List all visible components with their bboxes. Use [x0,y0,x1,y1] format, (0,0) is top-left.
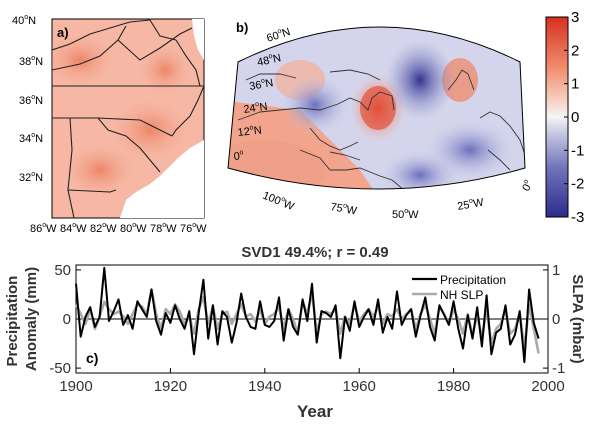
lon-label-76: 76oW [180,222,207,235]
lon-label-80: 80oW [120,222,147,235]
lon-label-84: 84oW [60,222,87,235]
y-right-axis-label: SLPA (mbar) [569,274,586,363]
x-tick-label: 1960 [343,378,376,395]
colorbar-tick-label: -2 [571,176,584,193]
lat-label-12: 12oN [237,124,262,139]
lon-label-100: 100oW [261,189,297,214]
y-right-tick-labels: 1 0 -1 [543,262,565,377]
colorbar-tick-label: 1 [571,76,579,93]
legend-label-precipitation: Precipitation [440,273,506,287]
y-left-axis-label-line2: Anomaly (mm) [23,267,40,371]
panel-b-label: b) [236,20,248,35]
chart-title: SVD1 49.4%; r = 0.49 [241,244,388,261]
panel-a-lon-labels: 86oW 84oW 82oW 80oW 78oW 76oW [30,222,207,235]
lon-label-86: 86oW [30,222,57,235]
x-tick-label: 1900 [59,378,92,395]
lat-label-36: 36oN [248,76,274,93]
series-precipitation [75,266,540,364]
legend: Precipitation NH SLP [412,273,506,302]
panel-a-anomaly-field [52,19,204,218]
panel-c-label: c) [86,350,98,366]
panel-b-coastlines [237,69,525,189]
y-left-tick-labels: 50 0 -50 [49,262,81,377]
colorbar-tick-label: 2 [571,42,579,59]
legend-label-nh-slp: NH SLP [440,288,483,302]
lat-label-48: 48oN [256,51,282,69]
panel-a-label: a) [57,25,69,40]
x-tick-label: 1980 [437,378,470,395]
panel-a-state-boundaries [52,19,204,218]
lon-label-50: 50oW [392,208,419,221]
lat-label-34: 34oN [19,132,43,145]
x-tick-label: 1940 [248,378,281,395]
y-left-tick-label: 50 [54,262,71,279]
y-left-axis-label-line1: Precipitation [4,276,21,367]
lat-label-36: 36oN [19,94,43,107]
colorbar-tick-label: -1 [571,142,584,159]
lon-label-75: 75oW [329,200,358,218]
lat-label-0: 0o [233,149,244,163]
y-left-tick-label: -50 [49,360,71,377]
colorbar-tick-label: 3 [571,9,579,26]
panel-b-frame [227,26,526,190]
lon-label-0: 0o [519,178,535,193]
panel-a-map: a) 40oN 38oN 36oN 34oN 32oN 86oW 84oW 82… [12,14,207,235]
lon-label-78: 78oW [150,222,177,235]
panel-b-lon-labels: 100oW 75oW 50oW 25oW 0o [261,178,535,221]
x-tick-label: 1920 [154,378,187,395]
panel-c-chart: SVD1 49.4%; r = 0.49 1900 1920 1940 1960 198… [4,244,586,421]
colorbar: 3 2 1 0 -1 -2 -3 [545,9,584,226]
y-right-tick-label: 0 [552,311,560,328]
panel-a-ocean [120,140,204,218]
y-right-tick-label: 1 [552,262,560,279]
panel-b-anomaly-field [228,27,525,189]
lat-label-24: 24oN [243,100,269,116]
lon-label-25: 25oW [456,195,485,213]
y-left-tick-label: 0 [63,311,71,328]
lat-label-40: 40oN [12,14,36,27]
lat-label-32: 32oN [19,171,43,184]
x-tick-label: 2000 [531,378,564,395]
lat-label-38: 38oN [19,55,43,68]
x-axis-label: Year [297,402,333,421]
panel-a-lat-labels: 40oN 38oN 36oN 34oN 32oN [12,14,43,184]
colorbar-tick-labels: 3 2 1 0 -1 -2 -3 [564,9,584,226]
colorbar-tick-label: 0 [571,109,579,126]
precipitation-line [75,266,540,364]
lat-label-60: 60oN [265,25,292,45]
y-left-axis-label: Precipitation Anomaly (mm) [4,267,40,371]
colorbar-tick-label: -3 [571,209,584,226]
x-tick-labels: 1900 1920 1940 1960 1980 2000 [59,368,565,395]
lon-label-82: 82oW [90,222,117,235]
panel-b-map: b) 60oN 48oN 36oN 24oN 12oN 0o 100oW 75o… [227,20,535,221]
y-right-tick-label: -1 [552,360,565,377]
panel-b-lat-labels: 60oN 48oN 36oN 24oN 12oN 0o [233,25,292,163]
